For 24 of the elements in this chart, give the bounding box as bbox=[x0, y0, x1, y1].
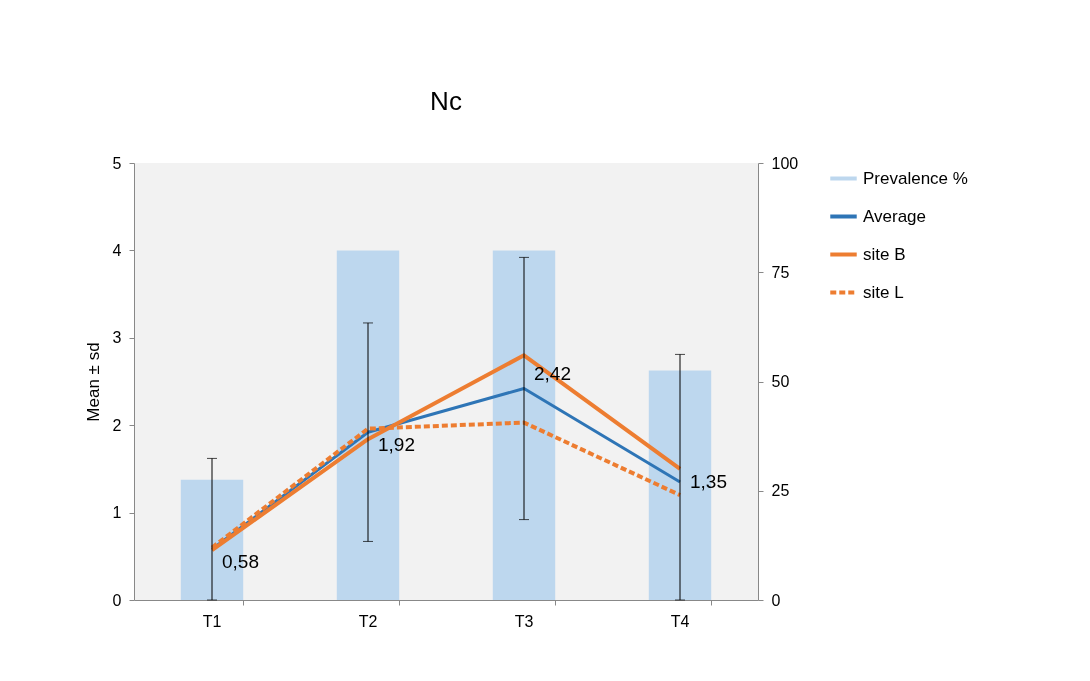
x-tick-label: T2 bbox=[358, 612, 378, 630]
data-label: 1,92 bbox=[378, 434, 415, 456]
y2-tick-label: 100 bbox=[771, 154, 799, 172]
legend-label: site L bbox=[863, 282, 904, 302]
legend-label: site B bbox=[863, 244, 906, 264]
data-label: 0,58 bbox=[222, 551, 259, 573]
y2-tick-label: 0 bbox=[771, 591, 781, 609]
legend-label: Prevalence % bbox=[863, 168, 968, 188]
y-tick-label: 1 bbox=[112, 504, 122, 522]
y-tick-label: 0 bbox=[112, 591, 122, 609]
y2-tick-label: 25 bbox=[771, 482, 790, 500]
y-tick-label: 2 bbox=[112, 416, 122, 434]
x-tick-label: T4 bbox=[670, 612, 690, 630]
y-tick-label: 3 bbox=[112, 329, 122, 347]
y-tick-label: 4 bbox=[112, 241, 122, 259]
y2-tick-label: 50 bbox=[771, 373, 790, 390]
y2-tick-label: 75 bbox=[771, 263, 790, 281]
x-tick-label: T3 bbox=[514, 612, 534, 630]
y-tick-label: 5 bbox=[112, 154, 122, 172]
chart-title: Nc bbox=[430, 86, 462, 116]
data-label: 1,35 bbox=[690, 471, 727, 493]
y-axis-title: Mean ± sd bbox=[83, 342, 103, 422]
x-tick-label: T1 bbox=[202, 612, 222, 630]
legend-label: Average bbox=[863, 206, 927, 226]
